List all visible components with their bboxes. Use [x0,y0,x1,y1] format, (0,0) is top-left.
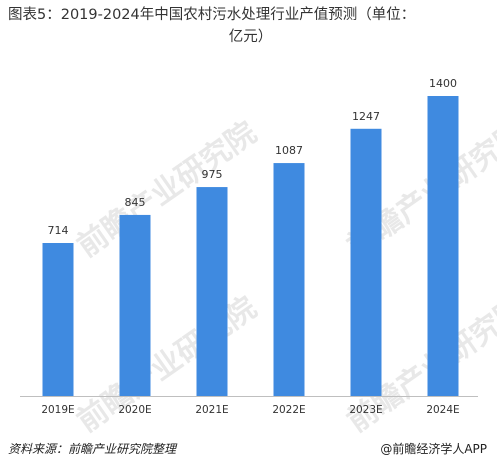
data-label-2020E: 845 [125,196,146,209]
x-tick-label-2019E: 2019E [41,404,74,416]
x-tick-label-2023E: 2023E [349,404,382,416]
chart-title: 图表5：2019-2024年中国农村污水处理行业产值预测（单位： 亿元） [8,4,493,48]
chart-title-line2: 亿元） [228,29,273,45]
chart-title-line1: 图表5：2019-2024年中国农村污水处理行业产值预测（单位： [8,7,416,23]
bar-2022E [273,163,305,396]
data-label-2024E: 1400 [429,77,457,90]
data-label-2023E: 1247 [352,110,380,123]
bar-2023E [350,128,382,397]
data-label-2022E: 1087 [275,144,303,157]
x-tick-label-2022E: 2022E [272,404,305,416]
bar-2020E [119,214,151,396]
source-note: 资料来源：前瞻产业研究院整理 [8,442,177,456]
bar-2021E [196,187,228,396]
x-tick-label-2024E: 2024E [426,404,459,416]
x-tick-label-2021E: 2021E [195,404,228,416]
source-app: @前瞻经济学人APP [380,442,487,456]
data-label-2019E: 714 [48,224,69,237]
x-tick-label-2020E: 2020E [118,404,151,416]
bar-2019E [42,243,74,396]
bar-2024E [427,96,459,396]
data-label-2021E: 975 [202,168,223,181]
